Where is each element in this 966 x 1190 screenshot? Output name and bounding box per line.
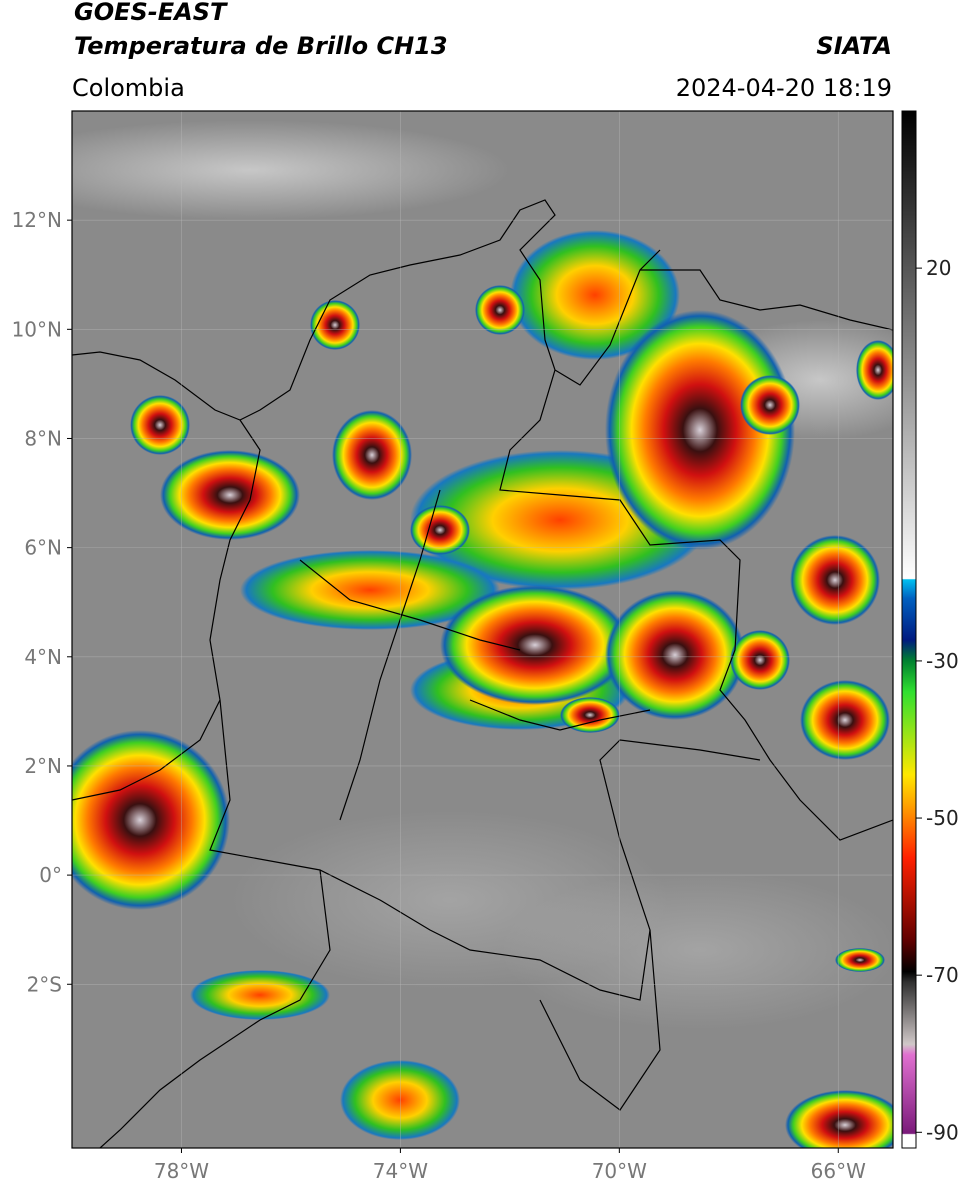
- title: GOES-EAST: [74, 0, 228, 26]
- colorbar: [901, 110, 917, 1149]
- y-tick-label: 2°S: [27, 972, 62, 996]
- region: Colombia: [72, 74, 185, 102]
- y-tick-label: 4°N: [24, 645, 62, 669]
- map-frame: [71, 110, 894, 1149]
- colorbar-tick-label: -30: [926, 649, 959, 673]
- y-tick-label: 10°N: [12, 317, 62, 341]
- x-tick-label: 78°W: [154, 1159, 209, 1183]
- y-tick-label: 2°N: [24, 754, 62, 778]
- colorbar-tick-label: -70: [926, 963, 959, 987]
- x-tick-label: 66°W: [811, 1159, 866, 1183]
- colorbar-tick-label: 20: [926, 256, 951, 280]
- y-tick-label: 6°N: [24, 536, 62, 560]
- subtitle: Temperatura de Brillo CH13: [74, 32, 448, 60]
- source: SIATA: [816, 32, 892, 60]
- datetime: 2024-04-20 18:19: [676, 74, 892, 102]
- graticule: [72, 111, 893, 1148]
- y-tick-label: 12°N: [12, 208, 62, 232]
- colorbar-tick-label: -50: [926, 806, 959, 830]
- colorbar-tick-label: -90: [926, 1120, 959, 1144]
- satellite-image: [72, 111, 893, 1148]
- x-tick-label: 74°W: [373, 1159, 428, 1183]
- y-tick-label: 0°: [39, 863, 62, 887]
- boundaries: [72, 199, 893, 1148]
- x-tick-label: 70°W: [592, 1159, 647, 1183]
- y-tick-label: 8°N: [24, 426, 62, 450]
